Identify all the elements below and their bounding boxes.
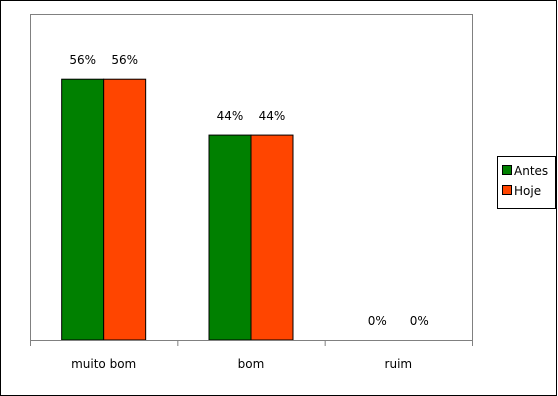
legend: Antes Hoje [497, 156, 556, 209]
legend-label-antes: Antes [514, 164, 548, 178]
data-label-antes-ruim: 0% [368, 314, 387, 328]
data-label-hoje-bom: 44% [259, 109, 286, 123]
bars [61, 78, 294, 341]
data-label-antes-muito-bom: 56% [69, 53, 96, 67]
bar-antes-bom [208, 134, 252, 341]
legend-swatch-hoje [502, 185, 512, 195]
x-tick-label-bom: bom [238, 357, 265, 371]
x-tick-label-muito-bom: muito bom [71, 357, 136, 371]
data-label-antes-bom: 44% [217, 109, 244, 123]
data-label-hoje-ruim: 0% [410, 314, 429, 328]
legend-swatch-antes [502, 165, 512, 175]
legend-label-hoje: Hoje [514, 184, 541, 198]
x-tick-label-ruim: ruim [385, 357, 413, 371]
bar-antes-muito-bom [61, 78, 105, 341]
data-label-hoje-muito-bom: 56% [111, 53, 138, 67]
x-axis: muito bom bom ruim [30, 340, 473, 371]
bar-hoje-bom [250, 134, 294, 341]
data-labels: 56% 56% 44% 44% 0% 0% [69, 53, 429, 328]
bar-hoje-muito-bom [103, 78, 147, 341]
